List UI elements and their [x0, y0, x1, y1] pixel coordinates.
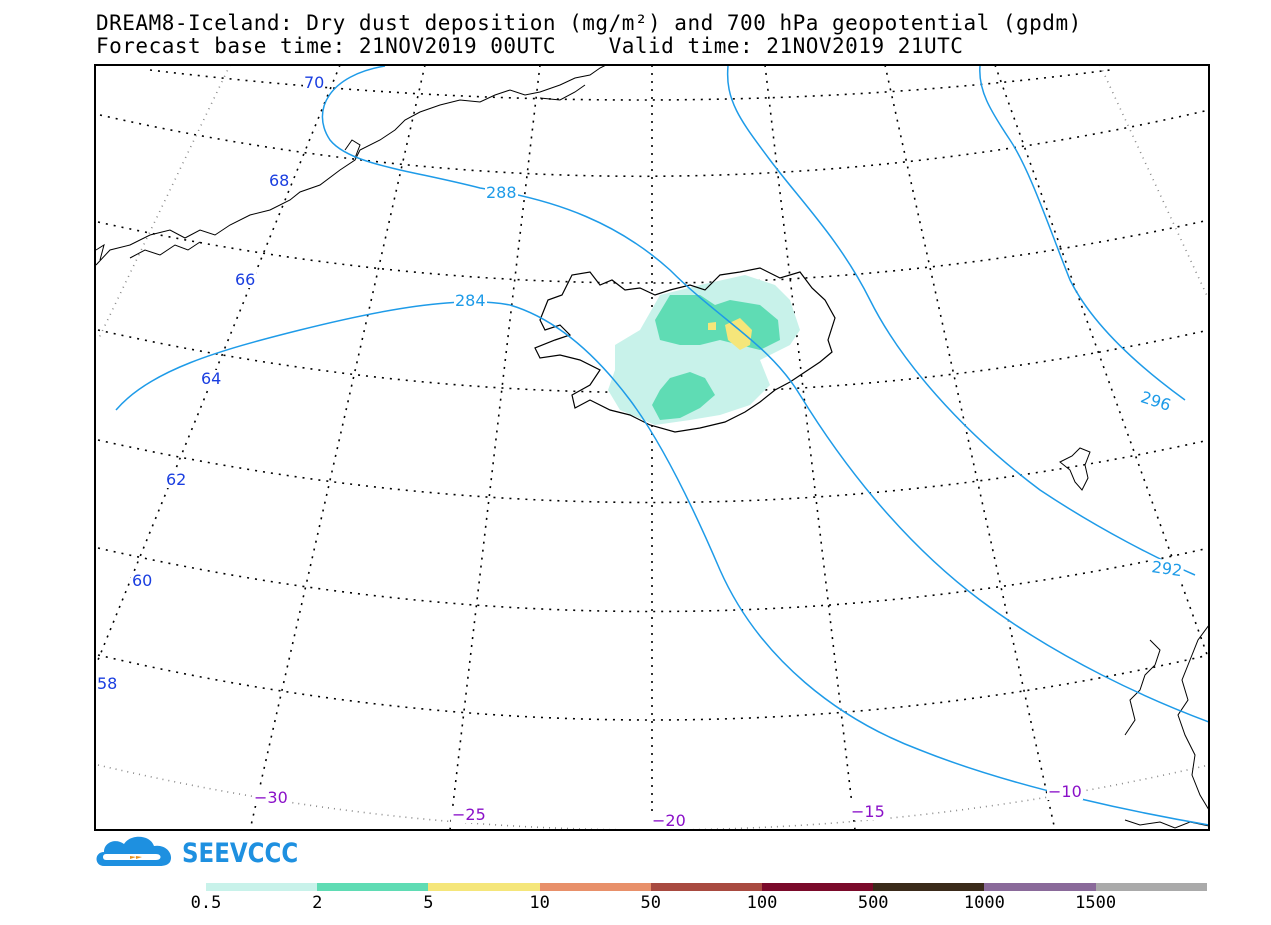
contour-296	[979, 65, 1186, 401]
lat-label-70: 70	[303, 73, 326, 92]
cloud-icon	[96, 836, 172, 866]
seevccc-logo	[96, 836, 172, 866]
colorbar-label: 50	[640, 893, 662, 913]
colorbar-label: 100	[746, 893, 778, 913]
dust-level-5	[725, 318, 752, 350]
colorbar-label: 10	[529, 893, 550, 913]
contour-284	[115, 301, 1209, 826]
contour-292	[726, 65, 1196, 576]
colorbar-segment	[317, 883, 429, 891]
colorbar-segment	[650, 883, 763, 891]
colorbar-label: 1000	[963, 893, 1005, 913]
graticule-parallels	[97, 69, 1209, 830]
contour-288	[321, 65, 1209, 723]
lat-label-62: 62	[165, 470, 188, 489]
map-frame	[94, 64, 1210, 831]
dust-level-5-dot	[708, 322, 716, 330]
colorbar-segment	[984, 883, 1097, 891]
faroe-islands	[1059, 447, 1091, 491]
lon-label: −15	[850, 802, 886, 821]
colorbar-segment	[206, 883, 318, 891]
colorbar-label: 2	[312, 893, 323, 913]
contour-label-288: 288	[485, 183, 518, 202]
contour-label-292: 292	[1149, 557, 1185, 581]
lat-label-64: 64	[200, 369, 223, 388]
colorbar-segment	[428, 883, 541, 891]
colorbar-label: 0.5	[190, 893, 222, 913]
logo-text: SEEVCCC	[182, 838, 299, 869]
lat-label-66: 66	[234, 270, 257, 289]
lon-label: −30	[253, 788, 289, 807]
lon-label: −20	[651, 811, 687, 830]
graticule-meridians	[97, 65, 1209, 830]
lat-label-68: 68	[268, 171, 291, 190]
lat-label-58: 58	[96, 674, 119, 693]
iceland-coastline	[534, 267, 836, 433]
greenland-coastline	[95, 65, 607, 266]
lon-label: −10	[1047, 782, 1083, 801]
colorbar-segment	[873, 883, 985, 891]
colorbar-label: 5	[423, 893, 434, 913]
contour-label-284: 284	[454, 291, 487, 310]
lon-label: −25	[451, 805, 487, 824]
title-line-2: Forecast base time: 21NOV2019 00UTC Vali…	[96, 34, 964, 58]
colorbar-segment	[539, 883, 652, 891]
norway-coastline	[1124, 624, 1209, 829]
dust-level-2-south	[652, 372, 715, 420]
geopotential-contours	[115, 65, 1209, 826]
colorbar-segment	[1095, 883, 1208, 891]
dust-deposition	[608, 275, 800, 425]
lat-label-60: 60	[131, 571, 154, 590]
colorbar-segment	[762, 883, 874, 891]
colorbar-label: 500	[857, 893, 889, 913]
title-line-1: DREAM8-Iceland: Dry dust deposition (mg/…	[96, 11, 1082, 35]
colorbar-label: 1500	[1075, 893, 1117, 913]
